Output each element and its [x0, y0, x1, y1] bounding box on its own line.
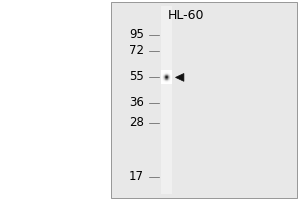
Bar	[160, 50, 172, 53]
Bar	[160, 131, 172, 134]
Bar	[160, 84, 172, 87]
Bar	[160, 153, 172, 156]
Bar	[160, 22, 172, 25]
Bar	[160, 40, 172, 44]
Bar	[160, 78, 172, 81]
Bar	[160, 150, 172, 153]
Bar	[160, 53, 172, 56]
Bar	[160, 62, 172, 66]
Bar	[160, 28, 172, 31]
Bar	[160, 185, 172, 188]
Bar	[160, 97, 172, 100]
Bar	[160, 31, 172, 34]
Bar	[160, 9, 172, 12]
Text: HL-60: HL-60	[168, 9, 204, 22]
Bar	[160, 160, 172, 163]
Text: 17: 17	[129, 170, 144, 184]
Bar	[160, 81, 172, 84]
Bar	[160, 109, 172, 113]
Bar	[160, 134, 172, 138]
Bar	[160, 94, 172, 97]
Bar	[160, 6, 172, 9]
Bar	[160, 156, 172, 160]
Bar	[160, 144, 172, 147]
Text: 72: 72	[129, 45, 144, 58]
Text: 28: 28	[129, 116, 144, 130]
Bar	[160, 128, 172, 131]
Bar	[160, 178, 172, 181]
Bar	[160, 15, 172, 19]
Text: 95: 95	[129, 28, 144, 42]
Bar	[160, 166, 172, 169]
Polygon shape	[176, 73, 184, 81]
Bar	[160, 91, 172, 94]
Bar	[160, 116, 172, 119]
Bar	[160, 113, 172, 116]
Bar	[160, 56, 172, 59]
Bar	[160, 44, 172, 47]
Text: 36: 36	[129, 97, 144, 110]
Bar	[160, 19, 172, 22]
Bar	[160, 175, 172, 178]
Bar	[160, 122, 172, 125]
Bar	[160, 87, 172, 91]
Bar	[160, 147, 172, 150]
Bar	[160, 12, 172, 15]
Bar	[160, 37, 172, 40]
Bar	[160, 141, 172, 144]
Bar	[111, 2, 297, 198]
Bar	[160, 59, 172, 62]
Bar	[160, 66, 172, 69]
Bar	[160, 163, 172, 166]
Bar	[160, 34, 172, 37]
Bar	[160, 125, 172, 128]
Bar	[160, 106, 172, 109]
Bar	[160, 47, 172, 50]
Bar	[160, 119, 172, 122]
Bar	[160, 25, 172, 28]
Bar	[160, 169, 172, 172]
Bar	[160, 103, 172, 106]
Bar	[160, 69, 172, 72]
Bar	[160, 172, 172, 175]
Bar	[160, 188, 172, 191]
Bar	[160, 181, 172, 185]
Bar	[160, 100, 172, 103]
Bar	[160, 191, 172, 194]
Bar	[160, 138, 172, 141]
Text: 55: 55	[129, 71, 144, 84]
Bar	[160, 72, 172, 75]
Bar	[160, 75, 172, 78]
